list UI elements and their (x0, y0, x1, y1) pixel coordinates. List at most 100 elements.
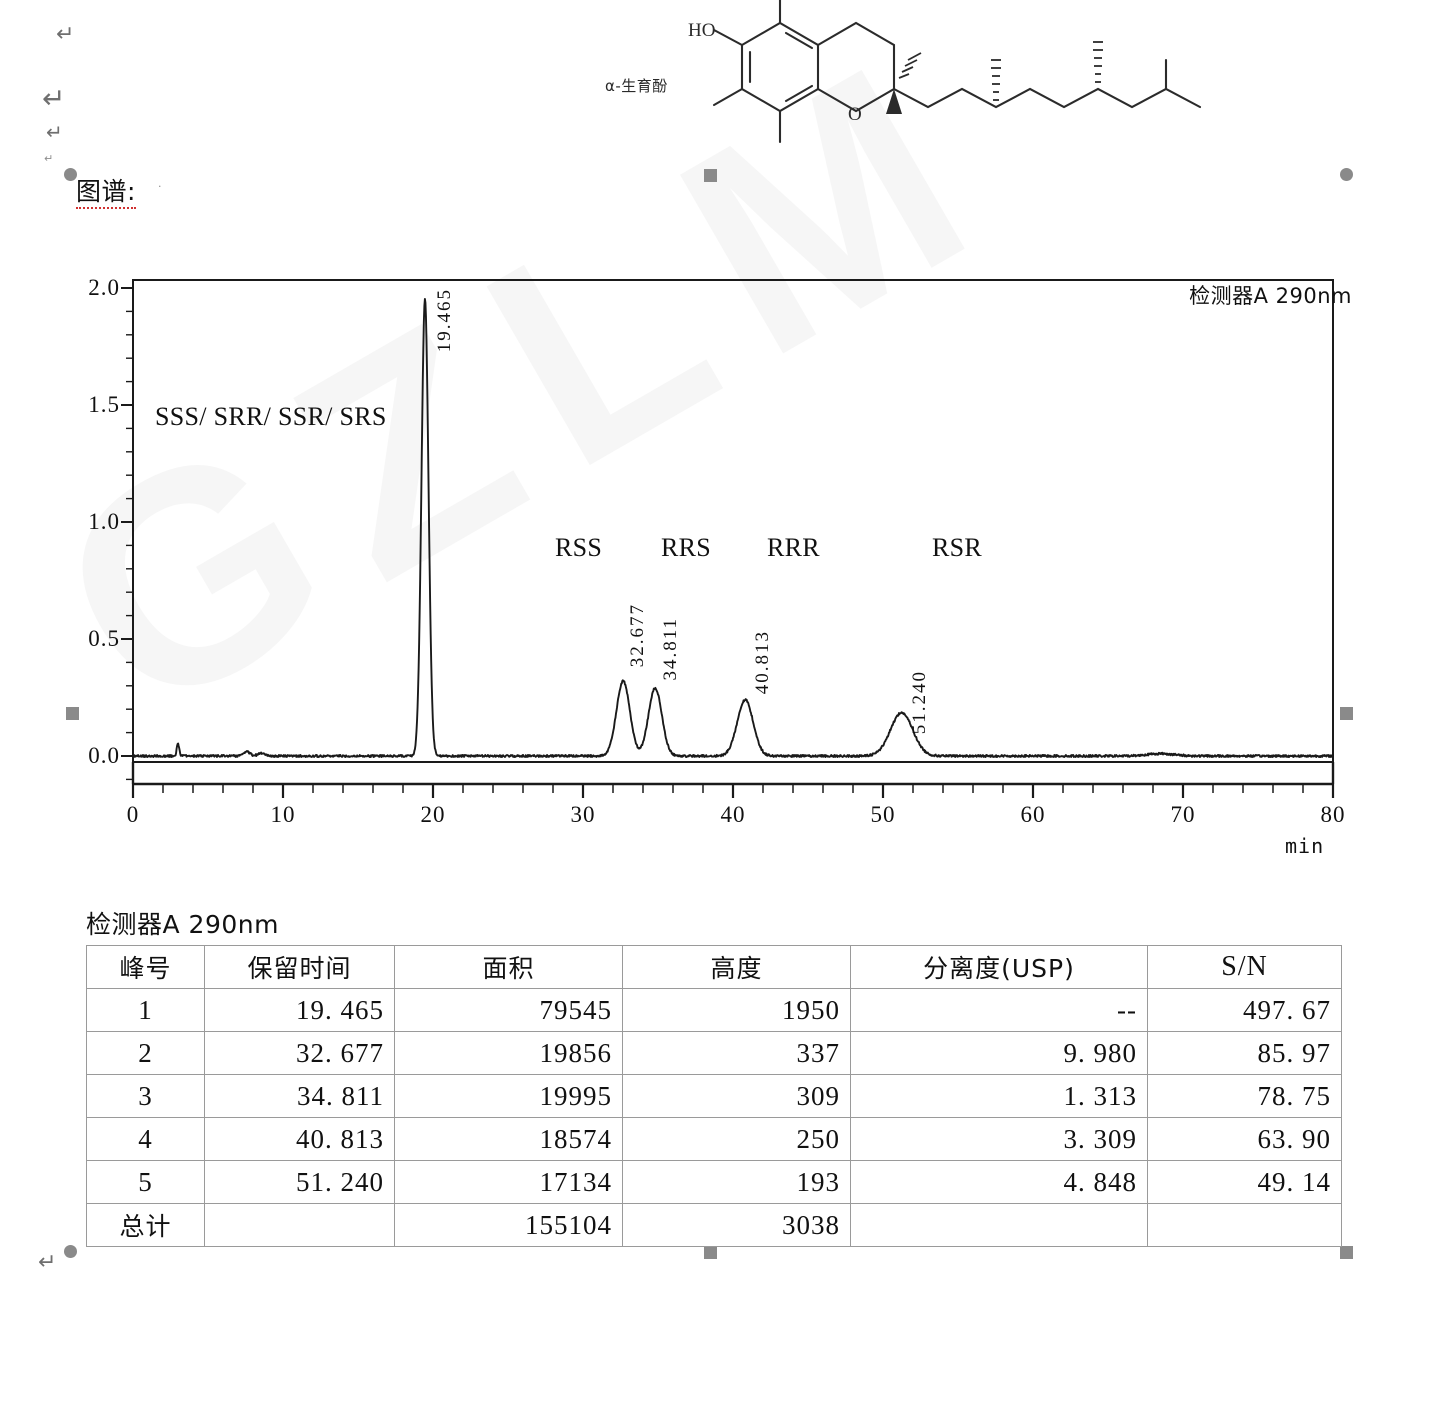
section-label-text: 图谱: (76, 177, 136, 209)
y-tick-2: 1.0 (88, 509, 120, 534)
col-height: 高度 (622, 945, 851, 989)
x-minor-ticks (162, 784, 1304, 793)
chromatogram-trace (132, 297, 1334, 758)
x-tick-20: 20 (420, 802, 446, 827)
y-tick-4: 2.0 (88, 275, 120, 300)
x-tick-80: 80 (1320, 802, 1346, 827)
ring-oxygen-label: O (848, 104, 862, 125)
cell-total-sn (1147, 1203, 1342, 1247)
selection-handle-bottom-center[interactable] (704, 1246, 717, 1259)
table-row: 5 51. 240 17134 193 4. 848 49. 14 (86, 1160, 1342, 1204)
cell-area: 19856 (394, 1031, 623, 1075)
paragraph-mark-4: ↵ (44, 152, 54, 165)
cell-rt: 19. 465 (204, 988, 395, 1032)
table-row: 1 19. 465 79545 1950 -- 497. 67 (86, 988, 1342, 1032)
selection-handle-mid-right[interactable] (1340, 707, 1353, 720)
cell-resolution: 9. 980 (850, 1031, 1148, 1075)
selection-handle-top-center[interactable] (704, 169, 717, 182)
cell-sn: 49. 14 (1147, 1160, 1342, 1204)
paragraph-mark-3: ↵ (46, 120, 63, 144)
cell-area: 19995 (394, 1074, 623, 1118)
cell-peak-no: 1 (86, 988, 205, 1032)
x-tick-50: 50 (870, 802, 896, 827)
x-tick-60: 60 (1020, 802, 1046, 827)
results-table-block: 检测器A 290nm 峰号 保留时间 面积 高度 分离度(USP) S/N 1 … (86, 905, 1342, 1247)
results-table: 峰号 保留时间 面积 高度 分离度(USP) S/N 1 19. 465 795… (86, 945, 1342, 1247)
col-area: 面积 (394, 945, 623, 989)
y-tick-3: 1.5 (88, 392, 120, 417)
cell-area: 18574 (394, 1117, 623, 1161)
trailing-mark: · (158, 180, 162, 193)
paragraph-mark-2: ↵ (42, 82, 66, 115)
cell-peak-no: 5 (86, 1160, 205, 1204)
peak-rt-5: 51.240 (909, 670, 930, 735)
cell-sn: 78. 75 (1147, 1074, 1342, 1118)
peak-rt-3: 34.811 (660, 617, 681, 681)
table-total-row: 总计 155104 3038 (86, 1203, 1342, 1247)
hashed-methyl-c2 (898, 52, 922, 79)
cell-resolution: 1. 313 (850, 1074, 1148, 1118)
col-resolution: 分离度(USP) (850, 945, 1148, 989)
compound-name: α-生育酚 (605, 77, 668, 95)
cell-total-resolution (850, 1203, 1148, 1247)
chromatogram-plot (121, 279, 1335, 798)
peak-rt-1: 19.465 (434, 288, 455, 353)
cell-peak-no: 3 (86, 1074, 205, 1118)
x-tick-70: 70 (1170, 802, 1196, 827)
peak-rt-2: 32.677 (627, 603, 648, 668)
cell-resolution: 3. 309 (850, 1117, 1148, 1161)
table-row: 3 34. 811 19995 309 1. 313 78. 75 (86, 1074, 1342, 1118)
y-minor-ticks (126, 310, 133, 781)
cell-sn: 85. 97 (1147, 1031, 1342, 1075)
cell-rt: 40. 813 (204, 1117, 395, 1161)
chromatogram-chart: 0.0 0.5 1.0 1.5 2.0 0 10 20 30 40 50 60 … (60, 262, 1360, 862)
cell-sn: 497. 67 (1147, 988, 1342, 1032)
cell-area: 79545 (394, 988, 623, 1032)
selection-handle-top-right[interactable] (1340, 168, 1353, 181)
cell-total-height: 3038 (622, 1203, 851, 1247)
section-label: 图谱: (76, 172, 136, 209)
col-rt: 保留时间 (204, 945, 395, 989)
x-tick-30: 30 (570, 802, 596, 827)
cell-height: 1950 (622, 988, 851, 1032)
cell-peak-no: 2 (86, 1031, 205, 1075)
cell-total-rt (204, 1203, 395, 1247)
cell-sn: 63. 90 (1147, 1117, 1342, 1161)
results-table-caption: 检测器A 290nm (86, 910, 279, 939)
paragraph-mark-bottom: ↵ (38, 1250, 57, 1275)
annotation-rrr: RRR (767, 533, 820, 562)
selection-handle-mid-left[interactable] (66, 707, 79, 720)
x-major-ticks (131, 784, 1335, 798)
cell-total-area: 155104 (394, 1203, 623, 1247)
selection-handle-bottom-left[interactable] (64, 1245, 77, 1258)
cell-rt: 51. 240 (204, 1160, 395, 1204)
hashed-methyl-2 (1093, 41, 1103, 83)
cell-height: 250 (622, 1117, 851, 1161)
table-header-row: 峰号 保留时间 面积 高度 分离度(USP) S/N (86, 945, 1342, 989)
table-row: 4 40. 813 18574 250 3. 309 63. 90 (86, 1117, 1342, 1161)
peak-rt-4: 40.813 (752, 630, 773, 695)
alpha-tocopherol-svg: HO O (688, 0, 1202, 144)
cell-resolution: 4. 848 (850, 1160, 1148, 1204)
cell-rt: 32. 677 (204, 1031, 395, 1075)
cell-height: 337 (622, 1031, 851, 1075)
chemical-structure: α-生育酚 (590, 0, 1270, 175)
annotation-sss-srr-ssr-srs: SSS/ SRR/ SSR/ SRS (155, 402, 387, 431)
col-sn: S/N (1147, 945, 1342, 989)
selection-handle-bottom-right[interactable] (1340, 1246, 1353, 1259)
x-axis-unit: min (1285, 834, 1325, 858)
annotation-rrs: RRS (661, 533, 712, 562)
x-tick-0: 0 (126, 802, 140, 827)
selection-handle-top-left[interactable] (64, 168, 77, 181)
cell-area: 17134 (394, 1160, 623, 1204)
cell-total-label: 总计 (86, 1203, 205, 1247)
x-tick-10: 10 (270, 802, 296, 827)
y-tick-1: 0.5 (88, 626, 120, 651)
hydroxyl-label: HO (688, 20, 715, 41)
cell-resolution: -- (850, 988, 1148, 1032)
cell-rt: 34. 811 (204, 1074, 395, 1118)
col-peak-no: 峰号 (86, 945, 205, 989)
annotation-rss: RSS (555, 533, 603, 562)
detector-tag: 检测器A 290nm (1189, 284, 1352, 308)
stereo-wedge (886, 89, 902, 114)
